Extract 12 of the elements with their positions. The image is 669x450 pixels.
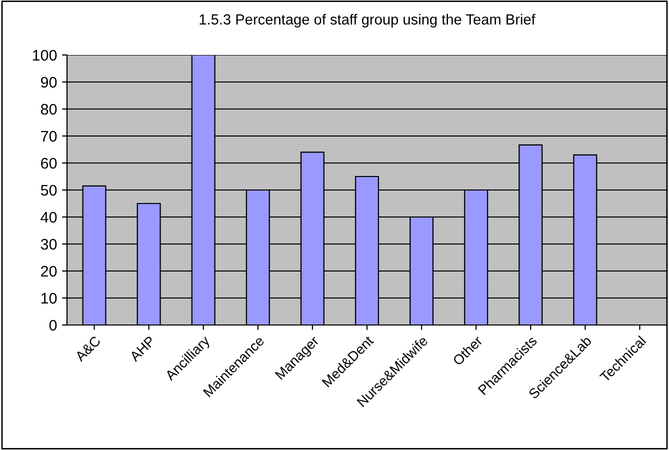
y-tick-label: 50 bbox=[40, 184, 57, 196]
chart-title: 1.5.3 Percentage of staff group using the Team Brief bbox=[200, 14, 536, 28]
y-tick-label: 70 bbox=[41, 130, 57, 142]
y-tick-label: 100 bbox=[32, 50, 57, 61]
y-tick-label: 0 bbox=[49, 320, 57, 331]
y-tick-label: 60 bbox=[41, 158, 57, 169]
y-tick-label: 40 bbox=[40, 212, 57, 223]
y-tick-label: 90 bbox=[41, 76, 57, 88]
y-tick-label: 10 bbox=[41, 292, 57, 304]
y-tick-label: 20 bbox=[41, 266, 57, 277]
y-tick-label: 80 bbox=[40, 104, 57, 115]
y-tick-label: 30 bbox=[40, 238, 57, 250]
